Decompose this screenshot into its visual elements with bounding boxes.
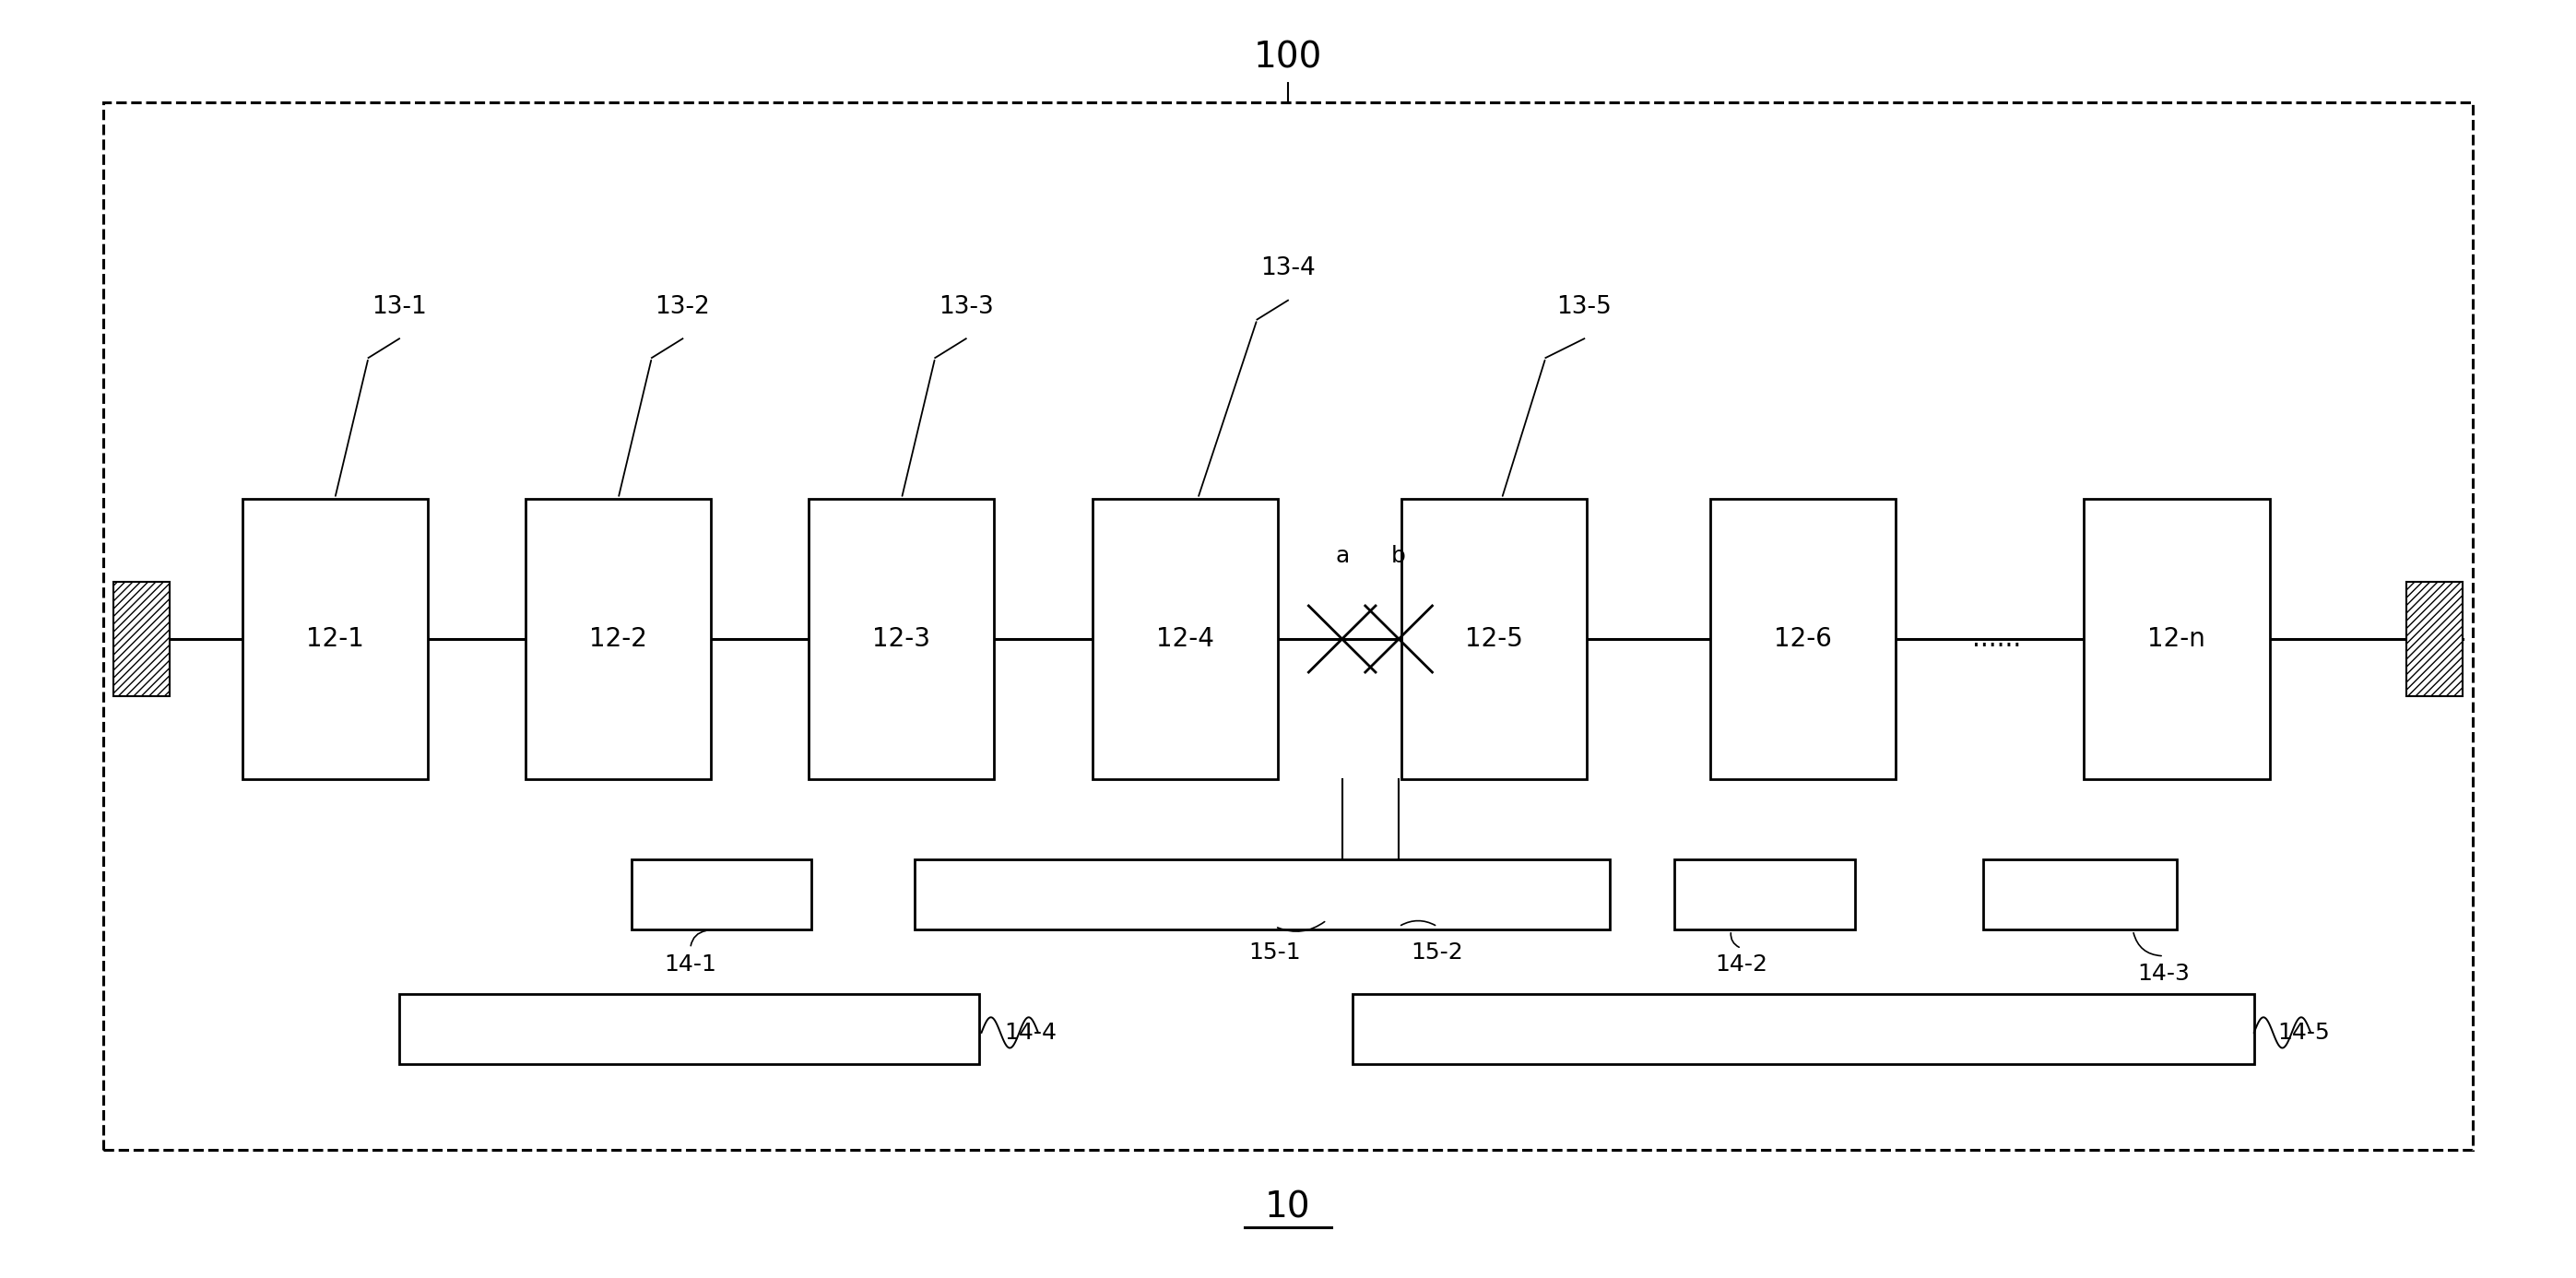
Text: 14-2: 14-2 <box>1716 953 1767 976</box>
Text: 12-1: 12-1 <box>307 626 363 652</box>
Text: 13-2: 13-2 <box>654 295 711 318</box>
Text: 12-3: 12-3 <box>873 626 930 652</box>
Bar <box>1984 860 2177 930</box>
Bar <box>1674 860 1855 930</box>
Text: 12-5: 12-5 <box>1466 626 1522 652</box>
Bar <box>631 860 811 930</box>
Bar <box>809 498 994 780</box>
Bar <box>526 498 711 780</box>
Text: 12-2: 12-2 <box>590 626 647 652</box>
Bar <box>2406 581 2463 697</box>
Text: ......: ...... <box>1971 626 2022 652</box>
Bar <box>1710 498 1896 780</box>
Bar <box>2084 498 2269 780</box>
Text: 13-4: 13-4 <box>1260 257 1316 280</box>
Text: 15-1: 15-1 <box>1249 941 1301 964</box>
Text: 12-4: 12-4 <box>1157 626 1213 652</box>
Bar <box>1092 498 1278 780</box>
Text: 13-1: 13-1 <box>371 295 428 318</box>
Text: a: a <box>1334 544 1350 567</box>
Bar <box>399 994 979 1063</box>
Bar <box>914 860 1610 930</box>
Text: 14-3: 14-3 <box>2138 962 2190 985</box>
Bar <box>103 102 2473 1150</box>
Text: 13-5: 13-5 <box>1556 295 1613 318</box>
Text: 12-6: 12-6 <box>1775 626 1832 652</box>
Bar <box>1352 994 2254 1063</box>
Bar <box>113 581 170 697</box>
Bar <box>1401 498 1587 780</box>
Bar <box>242 498 428 780</box>
Text: 14-4: 14-4 <box>1005 1021 1056 1044</box>
Text: 14-5: 14-5 <box>2277 1021 2329 1044</box>
Text: b: b <box>1391 544 1406 567</box>
Text: 10: 10 <box>1265 1190 1311 1226</box>
Text: 100: 100 <box>1255 40 1321 75</box>
Text: 14-1: 14-1 <box>665 953 716 976</box>
Text: 12-n: 12-n <box>2148 626 2205 652</box>
Text: 13-3: 13-3 <box>938 295 994 318</box>
Text: 15-2: 15-2 <box>1412 941 1463 964</box>
